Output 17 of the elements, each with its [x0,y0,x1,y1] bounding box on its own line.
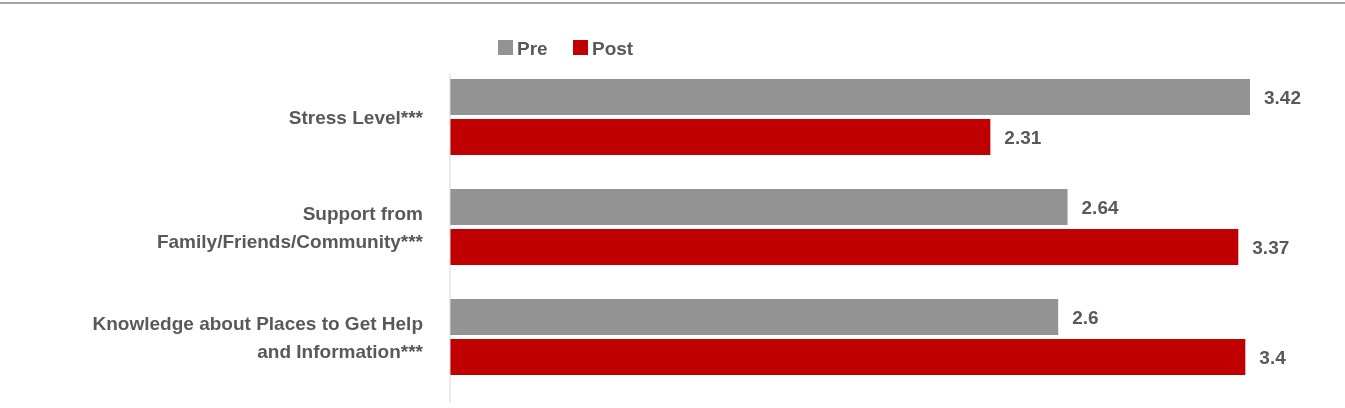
data-label: 2.6 [1072,307,1099,328]
data-label: 2.31 [1004,127,1042,148]
bar [450,229,1239,265]
data-label: 3.4 [1259,347,1287,368]
legend-label: Pre [517,38,548,59]
data-label: 2.64 [1081,197,1119,218]
bar [450,119,991,155]
data-label: 3.37 [1252,237,1290,258]
legend-label: Post [592,38,634,59]
data-label: 3.42 [1264,87,1301,108]
bar [450,189,1068,225]
bar [450,79,1250,115]
y-tick-label: Knowledge about Places to Get Help and Information*** [92,313,424,362]
y-tick-label: Stress Level*** [288,107,424,128]
bar [450,339,1246,375]
bar [450,299,1059,335]
y-tick-label: Support from Family/Friends/Community*** [156,203,424,252]
